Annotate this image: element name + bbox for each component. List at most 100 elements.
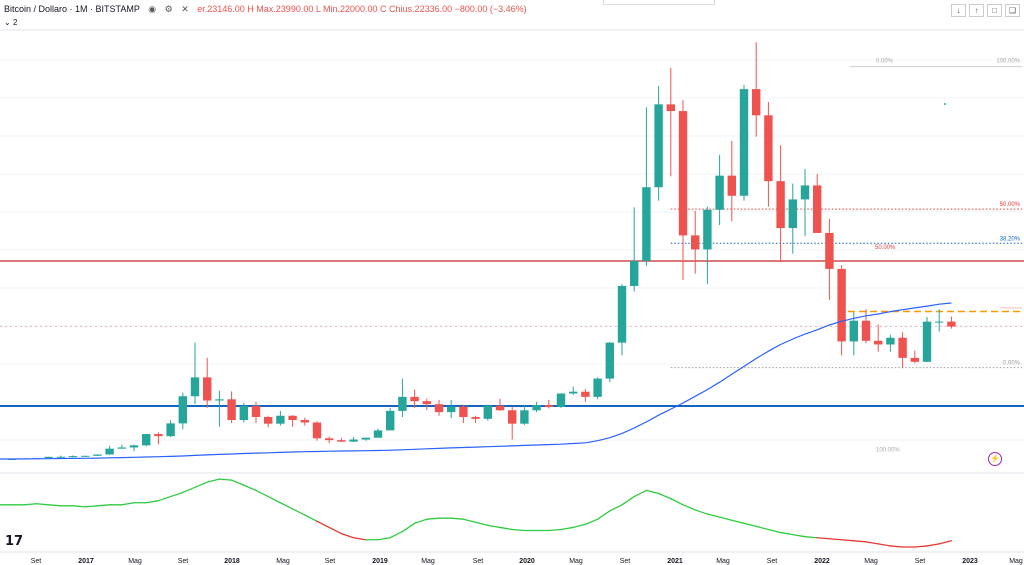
- candle-body: [569, 391, 578, 394]
- candle-body: [349, 439, 358, 442]
- oscillator-segment: [779, 531, 794, 536]
- oscillator-segment: [828, 538, 843, 541]
- candle-body: [605, 342, 614, 379]
- candle-body: [898, 337, 907, 358]
- oscillator-segment: [182, 486, 196, 494]
- fibonacci-retracement[interactable]: 0.00% 100.00% 50.00% 38.20% 0.00% 100.00% 50.0…: [0, 59, 1024, 454]
- candle-body: [691, 235, 700, 250]
- candle-body: [105, 448, 114, 455]
- oscillator-segment: [279, 502, 294, 510]
- indicator-toggle[interactable]: ⌄ 2: [4, 18, 17, 27]
- candle-body: [593, 378, 602, 397]
- candle-body: [874, 340, 883, 345]
- oscillator-segment: [657, 492, 672, 500]
- candle-body: [715, 175, 724, 210]
- candle-body: [56, 456, 65, 458]
- arrow-up-icon[interactable]: ↑: [969, 4, 984, 17]
- oscillator-segment: [718, 516, 733, 521]
- candle-body: [556, 393, 566, 407]
- candle-body: [239, 406, 248, 421]
- symbol-title[interactable]: Bitcoin / Dollaro · 1M · BITSTAMP: [4, 4, 140, 14]
- oscillator-segment: [731, 519, 745, 524]
- candle-body: [922, 321, 932, 362]
- x-tick-label: Mag: [276, 558, 290, 565]
- oscillator-segment: [340, 532, 355, 539]
- x-tick-label: Set: [325, 558, 336, 565]
- eye-icon[interactable]: ◉: [148, 4, 157, 14]
- candle-body: [300, 420, 309, 423]
- oscillator-segment: [23, 503, 38, 506]
- oscillator-segment: [462, 518, 477, 523]
- oscillator-segment: [413, 518, 428, 524]
- maximize-icon[interactable]: □: [987, 4, 1002, 17]
- candle-body: [422, 401, 431, 405]
- oscillator-segment: [267, 495, 282, 504]
- x-tick-label: Set: [178, 558, 189, 565]
- candle-body: [837, 268, 846, 342]
- oscillator-segment: [169, 491, 184, 498]
- oscillator-segment: [926, 543, 940, 547]
- candle-body: [215, 399, 224, 401]
- candle-body: [227, 399, 236, 421]
- oscillator-segment: [255, 489, 269, 498]
- candle-body: [325, 438, 334, 441]
- oscillator-segment: [682, 504, 696, 511]
- candle-body: [642, 187, 651, 261]
- oscillator-segment: [792, 533, 806, 538]
- x-tick-label: Mag: [421, 558, 435, 565]
- oscillator-segment: [145, 500, 160, 504]
- oscillator-segment: [670, 497, 684, 506]
- restore-icon[interactable]: ❏: [1005, 4, 1020, 17]
- oscillator-segment: [328, 526, 343, 535]
- top-tab[interactable]: [603, 0, 715, 5]
- x-tick-label: Set: [473, 558, 484, 565]
- x-tick-label: Set: [620, 558, 631, 565]
- candle-body: [886, 337, 895, 345]
- candle-body: [264, 416, 273, 424]
- oscillator-segment: [755, 525, 770, 531]
- arrow-down-icon[interactable]: ↓: [951, 4, 966, 17]
- oscillator-segment: [35, 503, 50, 506]
- oscillator-segment: [487, 524, 501, 529]
- candle-body: [800, 185, 810, 200]
- x-tick-label: 2018: [224, 558, 240, 565]
- oscillator-segment: [426, 517, 440, 520]
- oscillator-segment: [621, 495, 635, 506]
- gear-icon[interactable]: ⚙: [164, 4, 173, 14]
- candle-body: [825, 232, 834, 269]
- x-tick-label: Mag: [864, 558, 878, 565]
- horizontal-lines[interactable]: [0, 260, 1024, 408]
- candle-body: [483, 405, 492, 419]
- candle-body: [739, 89, 749, 196]
- candle-body: [81, 455, 90, 457]
- candle-body: [434, 404, 444, 413]
- x-tick-label: Mag: [1009, 558, 1023, 565]
- oscillator-segment: [84, 505, 99, 508]
- candle-body: [386, 410, 395, 431]
- oscillator-segment: [706, 513, 721, 518]
- candle-body: [117, 447, 126, 449]
- oscillator-segment: [499, 526, 513, 531]
- oscillator-segment: [157, 495, 172, 502]
- oscillator-segment: [389, 530, 404, 539]
- oscillator-segment: [316, 520, 330, 529]
- oscillator-segment: [596, 510, 611, 520]
- marker-dot: [944, 103, 946, 105]
- grid: [0, 29, 1024, 553]
- close-icon[interactable]: ✕: [181, 4, 189, 14]
- oscillator-segment: [243, 484, 257, 492]
- oscillator-segment: [474, 521, 489, 527]
- candle-body: [166, 423, 175, 437]
- candle-body: [935, 321, 944, 323]
- oscillator-segment: [291, 508, 306, 516]
- lightning-icon[interactable]: ⚡: [988, 452, 1002, 466]
- candle-body: [776, 181, 785, 229]
- oscillator-segment: [352, 537, 367, 541]
- x-tick-label: Set: [31, 558, 42, 565]
- candle-body: [471, 416, 480, 419]
- candle-body: [398, 396, 407, 411]
- candle-body: [654, 104, 663, 188]
- tradingview-logo[interactable]: 17: [5, 534, 24, 549]
- candle-body: [361, 437, 370, 440]
